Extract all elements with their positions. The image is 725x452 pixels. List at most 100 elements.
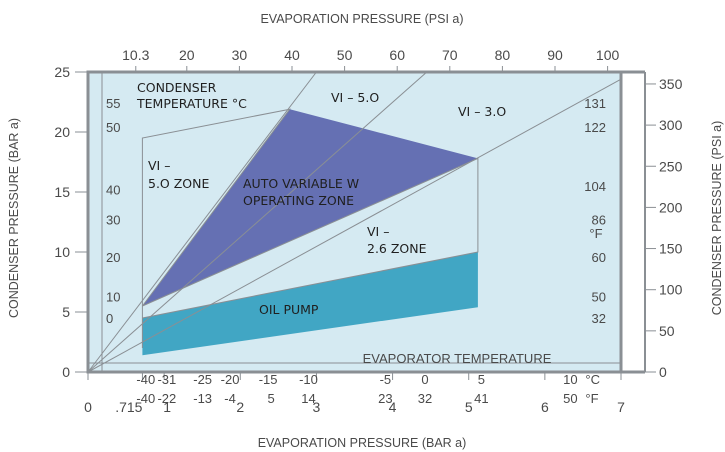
x-bottom-ticks: 0.715 1 2 3 4 5 6 7 [84,372,625,415]
evap-temp-celsius: -40 -31 -25 -20 -15 -10 -5 0 5 10 °C [136,372,600,387]
cond-fahrenheit-label: 32 [592,311,606,326]
x-top-tick-label: 10.3 [122,47,149,63]
cond-fahrenheit-label: 104 [584,179,606,194]
x-top-tick-label: 40 [284,47,300,63]
evap-fahrenheit-label: -13 [193,391,212,406]
vi-ratio-line [87,78,622,373]
cond-celsius-label: 50 [106,120,120,135]
evap-celsius-label: -15 [259,372,278,387]
evap-fahrenheit-label: -22 [157,391,176,406]
cond-celsius-label: 10 [106,289,120,304]
evap-celsius-label: -20 [221,372,240,387]
y-tick-label: 15 [54,184,70,200]
cond-fahrenheit-unit: °F [589,226,602,241]
evap-fahrenheit-label: 23 [378,391,392,406]
x-axis-title-top: EVAPORATION PRESSURE (PSI a) [260,12,463,26]
evap-celsius-label: 0 [421,372,428,387]
x-top-tick-label: 90 [547,47,563,63]
y-axis-title-left: CONDENSER PRESSURE (BAR a) [7,118,21,318]
x-tick-label: 5 [465,399,473,415]
x-tick-label: 0 [84,399,92,415]
y-right-tick-label: 250 [659,158,683,174]
cond-fahrenheit-label: 86 [592,213,606,228]
oil-pump-area [142,252,478,356]
y-tick-label: 25 [54,64,70,80]
x-top-ticks: 10.3 20 30 40 50 60 70 80 90 100 [122,47,619,72]
zone-label: 5.O ZONE [148,176,209,191]
y-tick-label: 20 [54,124,70,140]
x-top-tick-label: 100 [596,47,620,63]
y-left-ticks: 0 5 10 15 20 25 [54,64,88,380]
zone-label: VI – 5.O [331,90,379,105]
vi-ratio-line [87,71,428,373]
evap-temp-fahrenheit: -40 -22 -13 -4 5 14 23 32 41 50 °F [136,391,598,406]
y-right-tick-label: 150 [659,241,683,257]
operating-zone-layer [142,109,478,306]
vi-lines-layer [87,71,622,373]
x-top-tick-label: 30 [232,47,248,63]
x-tick-label: 3 [313,399,321,415]
evap-fahrenheit-label: 41 [474,391,488,406]
zone-label: AUTO VARIABLE W [243,176,359,191]
x-tick-label: 1 [163,399,171,415]
cond-fahrenheit-label: 122 [584,120,606,135]
zone-label: 2.6 ZONE [367,241,427,256]
evap-fahrenheit-label: -4 [224,391,236,406]
evap-fahrenheit-unit: °F [585,391,598,406]
x-top-tick-label: 20 [179,47,195,63]
cond-fahrenheit-label: 60 [592,250,606,265]
evap-celsius-label: 5 [478,372,485,387]
evap-celsius-label: -5 [380,372,392,387]
evap-fahrenheit-label: -40 [136,391,155,406]
condenser-temp-label: CONDENSER [137,80,217,95]
oil-pump-layer [142,252,478,356]
zone-outline-layer [141,108,479,348]
cond-temp-celsius: 55 50 40 30 20 10 0 [106,96,120,326]
evap-celsius-label: -25 [193,372,212,387]
zone-label: OIL PUMP [259,302,319,317]
y-right-tick-label: 200 [659,199,683,215]
x-top-tick-label: 50 [337,47,353,63]
evap-fahrenheit-label: 5 [268,391,275,406]
y-right-tick-label: 100 [659,282,683,298]
evap-fahrenheit-label: 32 [418,391,432,406]
x-axis-title-bottom: EVAPORATION PRESSURE (BAR a) [258,436,467,450]
zone-label: VI – [148,158,170,173]
evap-fahrenheit-label: 50 [563,391,577,406]
y-axis-title-right: CONDENSER PRESSURE (PSI a) [710,121,724,315]
zone-label: VI – [367,224,389,239]
vi-2-6-zone-outline [142,157,479,319]
x-tick-label: .715 [115,399,142,415]
y-right-ticks: 0 50 100 150 200 250 300 350 [645,76,683,380]
vi-5-zone-outline [141,108,291,348]
cond-fahrenheit-label: 50 [592,289,606,304]
evaporator-temp-label: EVAPORATOR TEMPERATURE [363,351,552,366]
y-tick-label: 0 [62,364,70,380]
y-right-tick-label: 300 [659,117,683,133]
evap-celsius-label: -40 [136,372,155,387]
condenser-temp-label: TEMPERATURE °C [136,96,247,111]
plot-frame [86,70,623,374]
operating-zone-area [142,109,478,306]
x-top-tick-label: 80 [495,47,511,63]
cond-celsius-label: 40 [106,183,120,198]
y-right-tick-label: 0 [659,364,667,380]
cond-fahrenheit-label: 131 [584,96,606,111]
x-tick-label: 4 [389,399,397,415]
zone-label: OPERATING ZONE [243,193,354,208]
evap-celsius-label: -31 [157,372,176,387]
cond-celsius-label: 30 [106,213,120,228]
x-tick-label: 6 [541,399,549,415]
zone-label: VI – 3.O [458,104,506,119]
evap-celsius-label: 10 [563,372,577,387]
y-tick-label: 10 [54,244,70,260]
evap-celsius-label: -10 [299,372,318,387]
cond-celsius-label: 20 [106,250,120,265]
y-right-tick-label: 350 [659,76,683,92]
x-tick-label: 2 [236,399,244,415]
y-right-tick-label: 50 [659,323,675,339]
cond-temp-fahrenheit: 131 122 104 86 60 50 32 [584,96,606,326]
cond-celsius-label: 55 [106,96,120,111]
y-tick-label: 5 [62,304,70,320]
